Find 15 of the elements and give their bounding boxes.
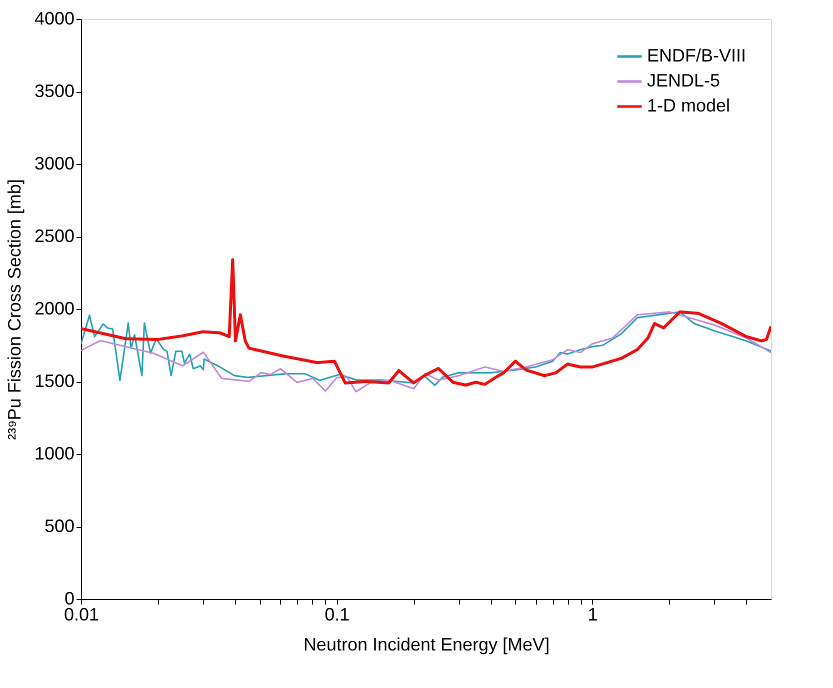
- y-tick-label: 3500: [34, 81, 74, 101]
- y-tick-label: 3000: [34, 154, 74, 174]
- y-tick-label: 1000: [34, 444, 74, 464]
- x-tick-label: 0.1: [324, 604, 350, 624]
- y-tick-label: 2500: [34, 226, 74, 246]
- legend-label: ENDF/B-VIII: [647, 46, 746, 66]
- y-axis-title: ²³⁹Pu Fission Cross Section [mb]: [4, 179, 24, 440]
- y-tick-label: 4000: [34, 8, 74, 28]
- y-tick-label: 1500: [34, 371, 74, 391]
- legend-label: 1-D model: [647, 96, 730, 116]
- y-tick-label: 500: [44, 516, 74, 536]
- x-axis-title: Neutron Incident Energy [MeV]: [303, 634, 550, 654]
- legend-label: JENDL-5: [647, 70, 720, 90]
- x-tick-label: 1: [588, 604, 598, 624]
- y-tick-label: 2000: [34, 298, 74, 318]
